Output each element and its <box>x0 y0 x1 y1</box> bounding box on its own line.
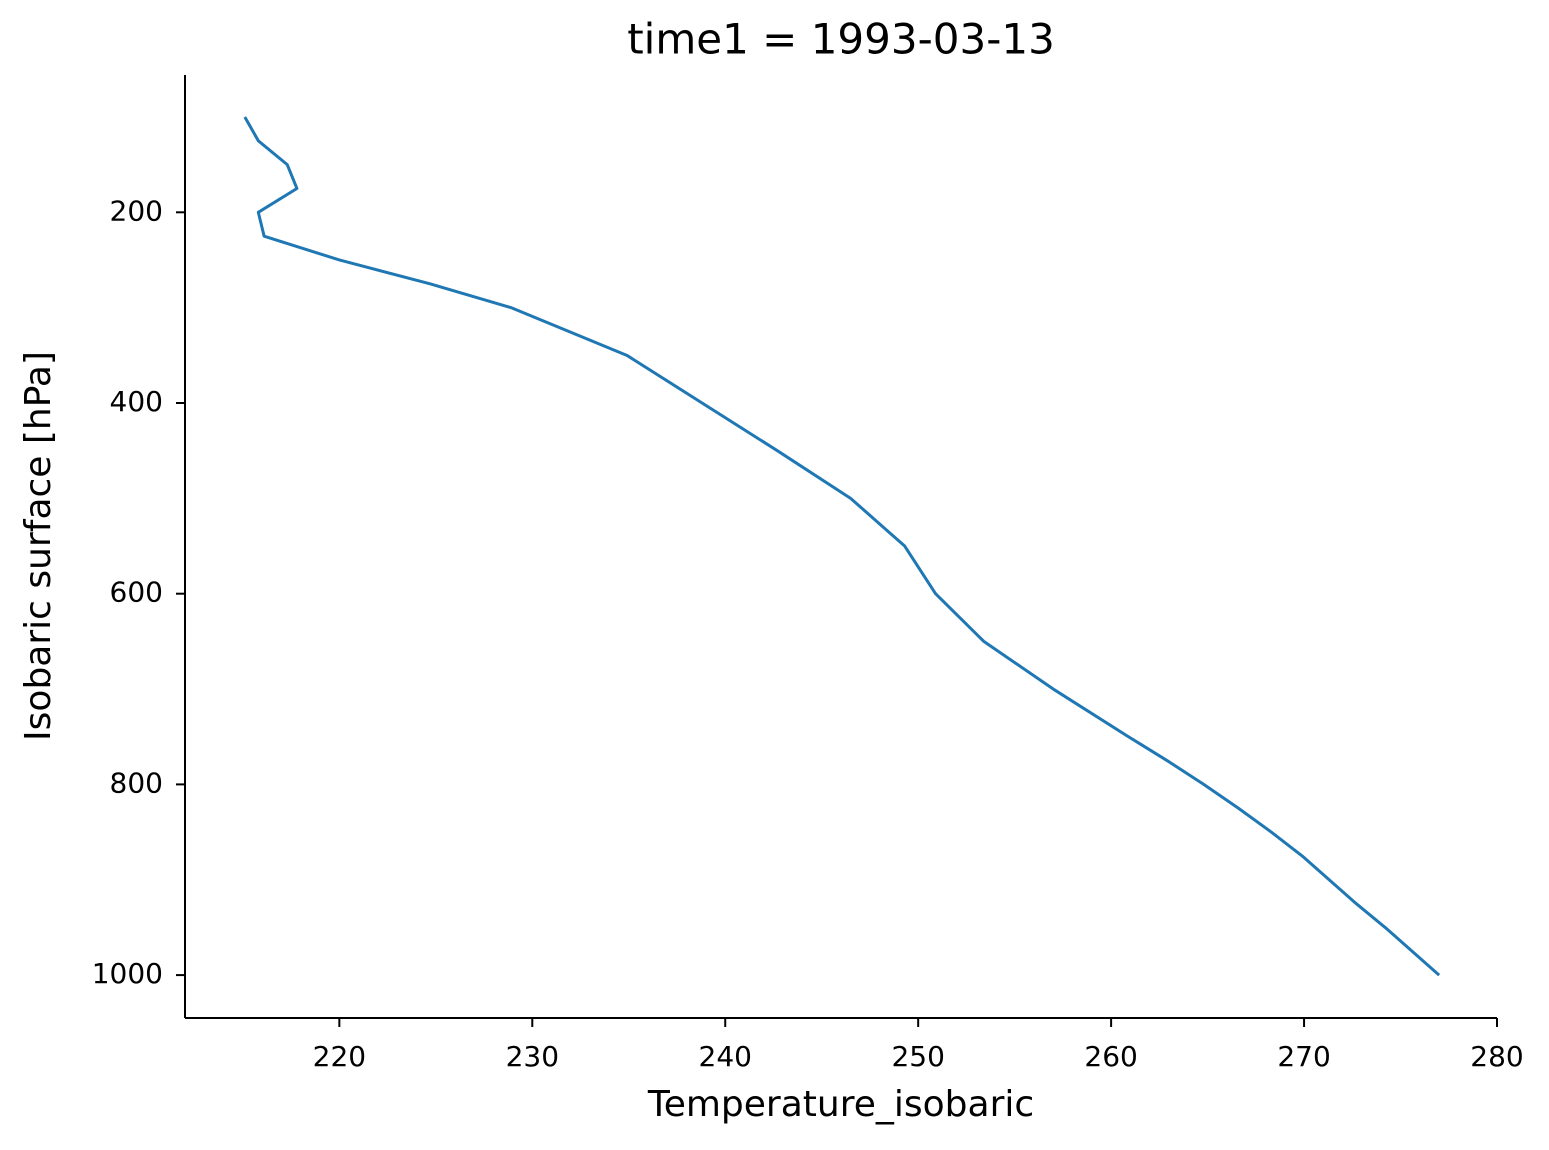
y-tick-label: 800 <box>110 766 163 799</box>
x-tick-label: 280 <box>1470 1040 1523 1073</box>
data-line <box>243 116 1441 977</box>
y-tick-label: 1000 <box>92 957 163 990</box>
chart-title: time1 = 1993-03-13 <box>627 15 1055 64</box>
y-tick-label: 400 <box>110 385 163 418</box>
x-tick-label: 240 <box>699 1040 752 1073</box>
x-tick-label: 230 <box>506 1040 559 1073</box>
y-tick-label: 200 <box>110 194 163 227</box>
x-tick-label: 260 <box>1084 1040 1137 1073</box>
y-tick-label: 600 <box>110 576 163 609</box>
x-tick-label: 250 <box>891 1040 944 1073</box>
x-axis-label: Temperature_isobaric <box>647 1084 1034 1125</box>
x-tick-label: 220 <box>313 1040 366 1073</box>
x-tick-label: 270 <box>1277 1040 1330 1073</box>
y-axis-label: Isobaric surface [hPa] <box>18 351 59 741</box>
